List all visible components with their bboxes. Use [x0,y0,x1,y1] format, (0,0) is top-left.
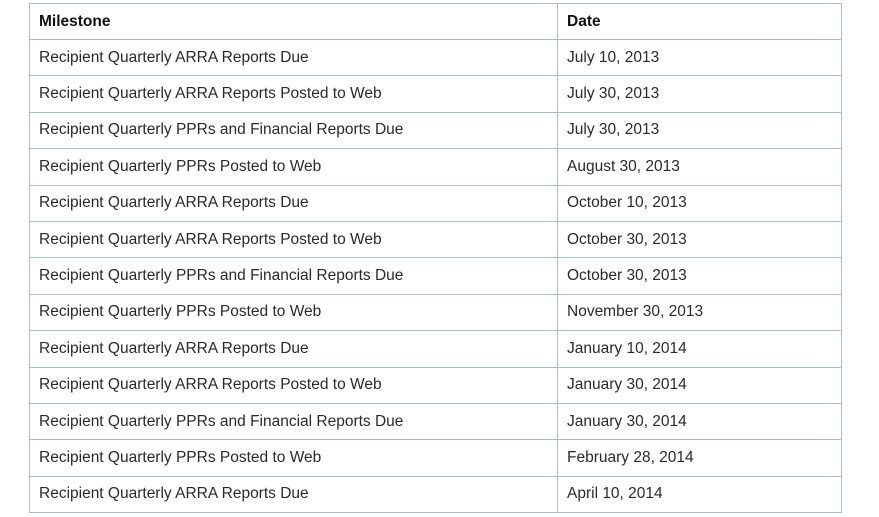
milestone-cell: Recipient Quarterly PPRs Posted to Web [29,148,558,186]
milestone-cell: Recipient Quarterly ARRA Reports Posted … [29,75,558,113]
milestone-table-container: Milestone Date Recipient Quarterly ARRA … [29,3,842,514]
table-row: Recipient Quarterly ARRA Reports Due Apr… [29,475,842,514]
milestone-cell: Recipient Quarterly PPRs Posted to Web [29,293,558,332]
date-cell: February 28, 2014 [557,439,842,477]
date-cell: July 30, 2013 [557,111,842,150]
table-row: Recipient Quarterly ARRA Reports Posted … [29,220,842,259]
table-row: Recipient Quarterly PPRs Posted to Web F… [29,439,842,477]
table-row: Recipient Quarterly ARRA Reports Due Jul… [29,38,842,77]
header-row: Milestone Date [29,3,842,40]
table-row: Recipient Quarterly ARRA Reports Due Jan… [29,330,842,368]
table-row: Recipient Quarterly PPRs and Financial R… [29,257,842,295]
table-row: Recipient Quarterly ARRA Reports Posted … [29,366,842,404]
date-cell: October 30, 2013 [557,257,842,295]
table-row: Recipient Quarterly ARRA Reports Posted … [29,75,842,113]
date-cell: January 30, 2014 [557,402,842,441]
milestone-cell: Recipient Quarterly PPRs Posted to Web [29,439,558,477]
date-cell: April 10, 2014 [557,475,842,514]
milestone-cell: Recipient Quarterly PPRs and Financial R… [29,111,558,150]
table-row: Recipient Quarterly PPRs Posted to Web N… [29,293,842,332]
milestone-cell: Recipient Quarterly PPRs and Financial R… [29,257,558,295]
column-header-date: Date [557,3,842,40]
date-cell: July 10, 2013 [557,38,842,77]
milestone-cell: Recipient Quarterly ARRA Reports Due [29,475,558,514]
milestone-cell: Recipient Quarterly ARRA Reports Posted … [29,220,558,259]
milestone-cell: Recipient Quarterly ARRA Reports Due [29,330,558,368]
date-cell: January 30, 2014 [557,366,842,404]
table-body: Recipient Quarterly ARRA Reports Due Jul… [29,38,842,514]
table-row: Recipient Quarterly ARRA Reports Due Oct… [29,184,842,222]
table-header: Milestone Date [29,3,842,40]
milestone-cell: Recipient Quarterly ARRA Reports Due [29,184,558,222]
table-row: Recipient Quarterly PPRs and Financial R… [29,402,842,441]
date-cell: November 30, 2013 [557,293,842,332]
milestone-cell: Recipient Quarterly PPRs and Financial R… [29,402,558,441]
date-cell: October 30, 2013 [557,220,842,259]
date-cell: January 10, 2014 [557,330,842,368]
date-cell: August 30, 2013 [557,148,842,186]
table-row: Recipient Quarterly PPRs Posted to Web A… [29,148,842,186]
milestone-table: Milestone Date Recipient Quarterly ARRA … [29,3,842,514]
milestone-cell: Recipient Quarterly ARRA Reports Posted … [29,366,558,404]
milestone-cell: Recipient Quarterly ARRA Reports Due [29,38,558,77]
date-cell: July 30, 2013 [557,75,842,113]
column-header-milestone: Milestone [29,3,558,40]
table-row: Recipient Quarterly PPRs and Financial R… [29,111,842,150]
date-cell: October 10, 2013 [557,184,842,222]
